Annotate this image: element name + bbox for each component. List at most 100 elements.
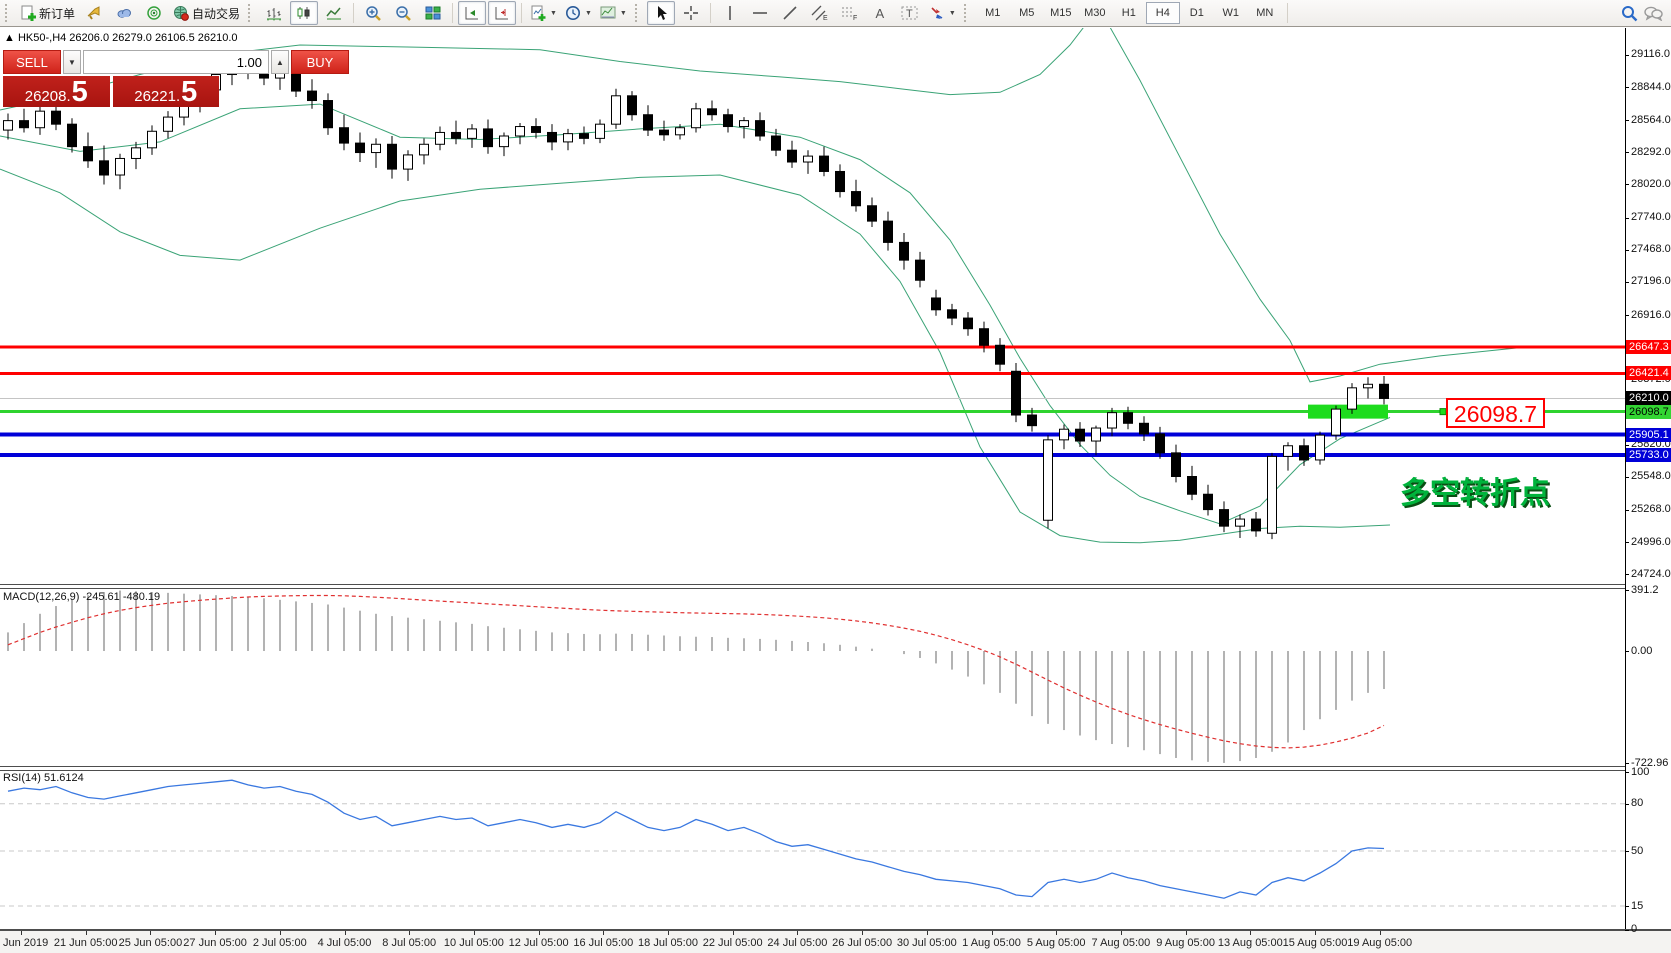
candle-body [675,127,685,136]
time-axis-tick [409,931,411,935]
text-tool[interactable]: A [866,1,894,25]
tile-windows-button[interactable] [419,1,447,25]
bollinger-middle-band [0,103,1391,525]
chart-shift-icon [495,7,509,20]
timeframe-w1[interactable]: W1 [1222,7,1240,19]
text-label-tool[interactable]: T [896,1,924,25]
chart-line-button[interactable] [320,1,348,25]
volume-decrease-button[interactable]: ▼ [63,50,81,74]
candle-body [995,344,1005,365]
timeframe-m15[interactable]: M15 [1050,7,1072,19]
symbol-info: ▲ HK50-,H4 26206.0 26279.0 26106.5 26210… [4,32,238,44]
buy-button[interactable]: BUY [291,50,349,74]
candle-body [99,160,109,176]
new-order-button[interactable]: 新订单 [17,1,78,25]
horizontal-line-tool[interactable] [746,1,774,25]
search-icon[interactable] [1621,5,1638,22]
macd-signal-line [7,594,1385,749]
candle-body [547,131,557,143]
trendline-tool[interactable] [776,1,804,25]
price-chart[interactable] [0,28,1625,584]
turning-point-note[interactable]: 多空转折点 [1400,477,1550,510]
chart-shift-button[interactable] [488,1,517,25]
zoom-in-icon [365,5,381,21]
candle-body [787,149,797,163]
panel-splitter[interactable] [0,584,1671,589]
tile-windows-icon [425,6,441,20]
candle-body [915,259,925,281]
candle-body [515,126,525,137]
chart-candles-button[interactable] [290,1,319,25]
timeframe-m5[interactable]: M5 [1019,7,1035,19]
macd-axis-label: -722.96 [1631,756,1669,769]
price-axis-tick [1625,476,1629,478]
timeframe-m30[interactable]: M30 [1084,7,1106,19]
alert-horn-button[interactable] [80,1,108,25]
toolbar-grip[interactable] [634,4,642,22]
candle-body [371,143,381,154]
macd-axis-tick [1625,590,1629,592]
time-axis-tick [344,931,346,935]
toolbar-grip[interactable] [5,4,12,22]
cursor-button[interactable] [646,1,675,25]
horn-icon [87,6,100,20]
price-annotation-label[interactable]: 26098.7 [1446,398,1545,428]
text-label-icon: T [901,6,918,20]
chart-bars-button[interactable] [260,1,288,25]
buy-price-display[interactable]: 26221. 5 [112,76,219,107]
sell-button[interactable]: SELL [3,50,61,74]
volume-increase-button[interactable]: ▲ [271,50,289,74]
chat-icon[interactable] [1644,5,1663,21]
timeframe-h4[interactable]: H4 [1145,2,1180,24]
cloud-button[interactable] [110,1,138,25]
sell-price-display[interactable]: 26208. 5 [3,76,110,107]
panel-splitter[interactable] [0,766,1671,771]
price-axis-tick [1625,281,1629,283]
crosshair-button[interactable] [677,1,705,25]
rsi-indicator-panel[interactable] [0,769,1625,929]
volume-input[interactable] [83,50,269,74]
time-axis-label: 26 Jul 05:00 [832,937,893,949]
time-axis-label: 5 Aug 05:00 [1026,937,1086,949]
price-axis-label: 29116.0 [1631,48,1670,61]
auto-scroll-button[interactable] [458,1,487,25]
rsi-axis-label: 100 [1631,765,1650,778]
toolbar-grip[interactable] [963,4,971,22]
templates-button[interactable]: ▼ [597,1,630,25]
toolbar-grip[interactable] [248,4,255,22]
timeframe-mn[interactable]: MN [1256,7,1274,19]
time-axis-tick [1379,931,1381,935]
toolbar-separator [1286,3,1288,23]
timeframe-h1[interactable]: H1 [1121,7,1136,19]
candle-body [3,120,13,131]
cloud-icon [117,9,132,18]
signal-button[interactable] [140,1,168,25]
price-axis-tick [1625,184,1629,186]
time-axis-tick [279,931,281,935]
zoom-out-button[interactable] [389,1,417,25]
price-axis-tick [1625,509,1629,511]
price-axis-tick [1625,54,1629,56]
timeframe-d1[interactable]: D1 [1189,7,1204,19]
indicators-button[interactable]: ▼ [527,1,560,25]
zoom-in-button[interactable] [359,1,387,25]
periods-button[interactable]: ▼ [562,1,595,25]
candle-body [1171,452,1181,478]
candle-body [1251,518,1261,532]
candle-body [707,108,717,116]
candle-body [1091,427,1101,442]
vertical-line-tool[interactable] [716,1,744,25]
text-a-icon: A [875,5,885,21]
auto-trading-button[interactable]: 自动交易 [170,1,243,25]
equidistant-channel-tool[interactable]: E [806,1,834,25]
macd-indicator-panel[interactable] [0,587,1625,766]
candle-body [1187,476,1197,495]
candle-body [979,328,989,346]
timeframe-m1[interactable]: M1 [985,7,1001,19]
candle-body [691,108,701,129]
price-axis[interactable] [1625,28,1671,931]
fibonacci-tool[interactable]: F [836,1,864,25]
arrows-tool[interactable]: ▼ [926,1,959,25]
new-order-icon [21,5,36,21]
